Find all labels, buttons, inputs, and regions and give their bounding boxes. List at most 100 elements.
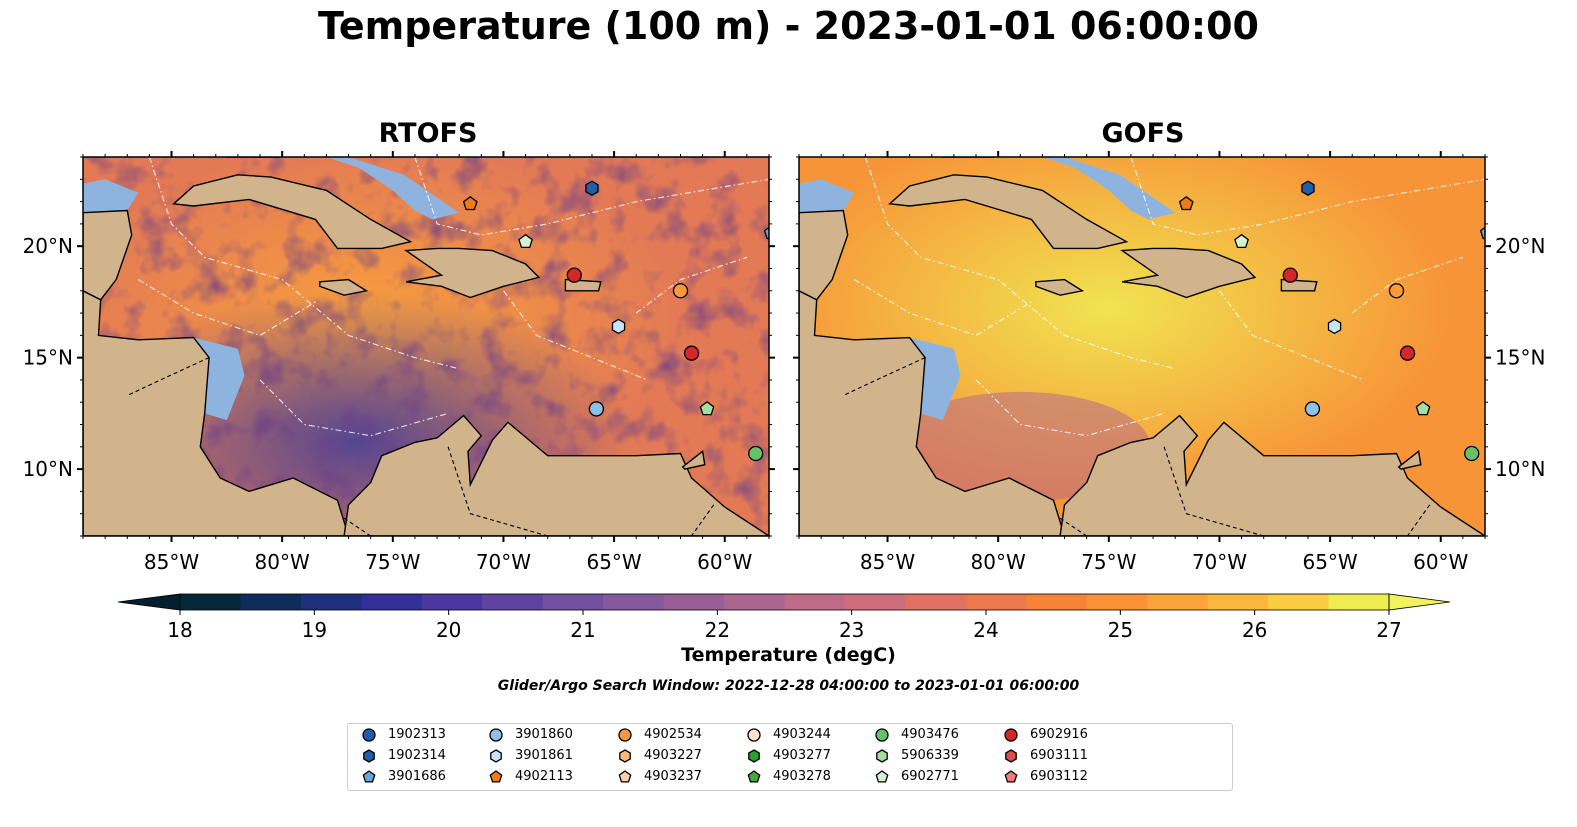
legend-item: 1902313 [360, 726, 446, 744]
country-border-3 [691, 504, 715, 536]
country-border-1 [343, 517, 449, 536]
observation-marker-7 [1304, 401, 1321, 417]
x-tick-label: 85°W [144, 550, 199, 574]
legend-item: 5906339 [873, 747, 959, 765]
observation-marker-1 [1301, 180, 1315, 196]
legend-marker [875, 770, 889, 783]
colorbar-step [1328, 594, 1390, 610]
x-tick-label: 80°W [971, 550, 1026, 574]
legend-item: 4903278 [745, 768, 831, 786]
land-central [799, 290, 1066, 536]
legend-marker [1004, 770, 1018, 783]
legend-label: 6903111 [1030, 748, 1088, 763]
colorbar-tick-label: 24 [973, 618, 998, 642]
ocean-field [83, 157, 769, 536]
shelf-bahamas [282, 157, 460, 220]
eez-boundary-4 [635, 256, 748, 314]
x-tick-label: 85°W [860, 550, 915, 574]
observation-marker-4 [1388, 283, 1405, 299]
y-tick-label: 20°N [1495, 234, 1545, 258]
circle-marker-icon [489, 728, 503, 742]
eddy-texture [83, 157, 769, 536]
legend-label: 6902916 [1030, 727, 1088, 742]
panel-title-gofs: GOFS [1101, 118, 1185, 149]
land-yucatan [799, 209, 849, 301]
legend-marker [362, 770, 376, 783]
legend-label: 4902534 [644, 727, 702, 742]
pentagon-marker-icon [362, 770, 376, 783]
observation-marker-9 [1464, 445, 1480, 462]
eez-boundary-0 [864, 157, 1176, 370]
legend-marker [876, 749, 888, 763]
legend-item: 4903244 [745, 726, 831, 744]
legend-item: 4903227 [616, 747, 702, 765]
land-puertorico [564, 278, 602, 292]
pentagon-marker-icon [747, 770, 761, 783]
colorbar-step [240, 594, 302, 610]
observation-marker-10 [1479, 226, 1485, 240]
eez-boundary-2 [503, 290, 648, 381]
legend-label: 6902771 [901, 769, 959, 784]
colorbar-step [361, 594, 423, 610]
legend-marker [362, 728, 376, 742]
pentagon-marker-icon [1004, 770, 1018, 783]
shelf-yucshelf [83, 179, 139, 213]
land-jamaica [319, 278, 369, 296]
hexagon-marker-icon [619, 749, 631, 763]
colorbar-step [421, 594, 483, 610]
legend-item: 4902113 [487, 768, 573, 786]
x-tick-label: 65°W [1302, 550, 1357, 574]
x-tick-label: 75°W [1081, 550, 1136, 574]
x-tick-label: 65°W [586, 550, 641, 574]
observation-marker-7 [588, 401, 605, 417]
colorbar-tick-label: 21 [570, 618, 595, 642]
colorbar-tick-label: 25 [1108, 618, 1133, 642]
circle-marker-icon [1004, 728, 1018, 742]
y-tick-label: 10°N [1495, 457, 1545, 481]
eez-boundary-3 [975, 379, 1165, 437]
legend-marker [489, 770, 503, 783]
country-border-2 [447, 446, 548, 536]
x-tick-label: 60°W [697, 550, 752, 574]
observation-marker-8 [1415, 401, 1431, 416]
colorbar-tick-label: 23 [839, 618, 864, 642]
land-southam [343, 414, 769, 536]
circle-marker-icon [618, 728, 632, 742]
observation-marker-6 [1399, 345, 1416, 361]
colorbar-step [784, 594, 846, 610]
land-hispaniola [1120, 247, 1257, 299]
legend-label: 3901860 [515, 727, 573, 742]
land-cuba [888, 174, 1129, 250]
legend-item: 4903277 [745, 747, 831, 765]
legend-marker [489, 728, 503, 742]
eez-boundary-1 [1130, 157, 1485, 236]
legend-label: 6903112 [1030, 769, 1088, 784]
legend-marker [747, 728, 761, 742]
colorbar-tick-label: 26 [1242, 618, 1267, 642]
legend-item: 3901686 [360, 768, 446, 786]
observation-marker-4 [672, 283, 689, 299]
land-central [83, 290, 350, 536]
legend-label: 4903237 [644, 769, 702, 784]
eez-boundary-0 [148, 157, 460, 370]
observation-marker-0 [1178, 195, 1194, 211]
y-tick-label: 20°N [23, 234, 73, 258]
colorbar-step [300, 594, 362, 610]
observation-marker-9 [748, 445, 764, 462]
colorbar-step [663, 594, 725, 610]
legend-label: 3901861 [515, 748, 573, 763]
land-cuba [172, 174, 413, 250]
panel-title-rtofs: RTOFS [378, 118, 478, 149]
land-trinidad [681, 450, 706, 470]
colorbar-step [482, 594, 544, 610]
country-border-1 [1059, 517, 1165, 536]
legend-marker [875, 728, 889, 742]
panel-frame [82, 156, 770, 537]
legend-label: 4903244 [773, 727, 831, 742]
legend-item: 4903476 [873, 726, 959, 744]
warm-anomaly [83, 157, 769, 536]
pacific-ocean [83, 391, 260, 536]
legend-item: 6902771 [873, 768, 959, 786]
pentagon-marker-icon [875, 770, 889, 783]
warm-anomaly [799, 157, 1485, 536]
